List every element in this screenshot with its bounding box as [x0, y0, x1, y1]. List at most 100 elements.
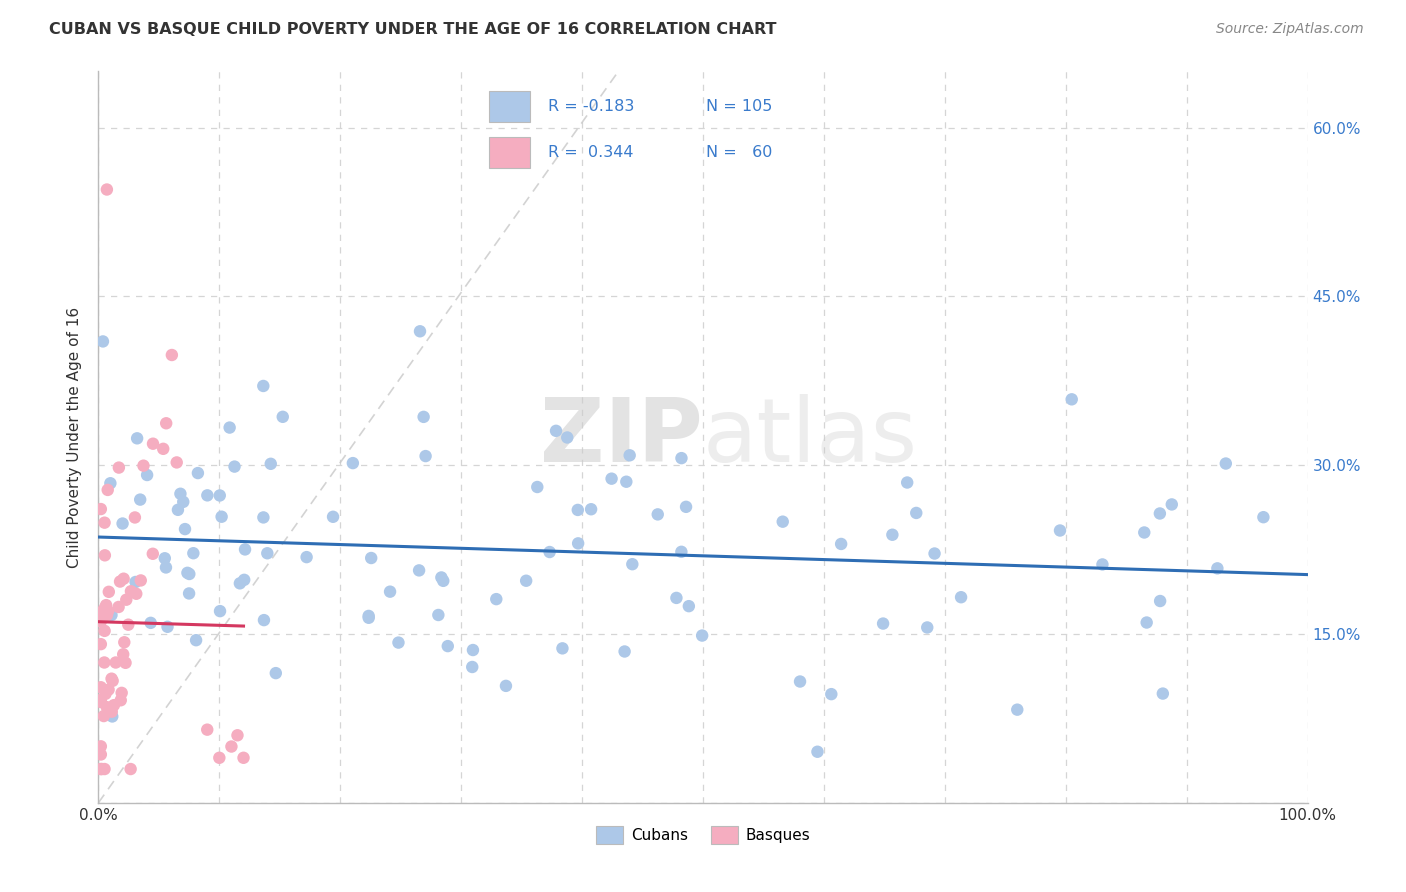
Point — [1091, 558, 1114, 572]
Point — [1060, 392, 1083, 407]
Text: Source: ZipAtlas.com: Source: ZipAtlas.com — [1216, 22, 1364, 37]
Point — [600, 472, 623, 486]
Point — [619, 448, 641, 462]
Point — [124, 574, 146, 589]
Point — [111, 686, 134, 700]
Legend: Cubans, Basques: Cubans, Basques — [589, 820, 817, 850]
Point — [129, 492, 152, 507]
Point — [195, 723, 218, 737]
Point — [112, 648, 135, 662]
Point — [110, 693, 132, 707]
Point — [96, 607, 118, 622]
Point — [461, 643, 484, 657]
Point — [232, 751, 254, 765]
Point — [93, 762, 115, 776]
Point — [357, 608, 380, 623]
Point — [208, 604, 231, 618]
Point — [91, 334, 114, 349]
Point — [253, 613, 276, 627]
Point — [90, 693, 112, 707]
Point — [184, 633, 207, 648]
Point — [155, 560, 177, 574]
Point — [94, 549, 117, 563]
Point — [94, 598, 117, 612]
Point — [94, 687, 117, 701]
Point — [789, 674, 811, 689]
Point — [1133, 525, 1156, 540]
Point — [153, 551, 176, 566]
Point — [125, 587, 148, 601]
Point — [427, 607, 450, 622]
Point — [93, 709, 115, 723]
Point — [260, 457, 283, 471]
Point — [101, 709, 124, 723]
Point — [218, 420, 240, 434]
Point — [1007, 703, 1029, 717]
Point — [412, 409, 434, 424]
Point — [142, 547, 165, 561]
Point — [183, 546, 205, 560]
Point — [111, 516, 134, 531]
Point — [94, 601, 117, 615]
Point — [93, 624, 115, 638]
Point — [671, 545, 693, 559]
Point — [187, 466, 209, 480]
Point — [167, 503, 190, 517]
Point — [152, 442, 174, 456]
Point — [579, 502, 602, 516]
Point — [100, 607, 122, 622]
Point — [872, 616, 894, 631]
Point — [115, 592, 138, 607]
Point — [1049, 524, 1071, 538]
Point — [1149, 507, 1171, 521]
Point — [108, 574, 131, 589]
Point — [179, 566, 201, 581]
Point — [430, 570, 453, 584]
Point — [772, 515, 794, 529]
Point — [93, 516, 115, 530]
Point — [120, 762, 142, 776]
Point — [90, 762, 112, 776]
Point — [678, 599, 700, 614]
Point — [271, 409, 294, 424]
Point — [378, 584, 401, 599]
Point — [100, 672, 122, 686]
Point — [176, 566, 198, 580]
Point — [177, 586, 200, 600]
Point — [830, 537, 852, 551]
Point — [100, 705, 122, 719]
Point — [621, 558, 644, 572]
Point — [526, 480, 548, 494]
Text: CUBAN VS BASQUE CHILD POVERTY UNDER THE AGE OF 16 CORRELATION CHART: CUBAN VS BASQUE CHILD POVERTY UNDER THE … — [49, 22, 776, 37]
Point — [90, 762, 112, 776]
Point — [538, 545, 561, 559]
Point — [896, 475, 918, 490]
Point — [139, 615, 162, 630]
Point — [103, 698, 125, 713]
Point — [90, 747, 112, 762]
Point — [211, 509, 233, 524]
Point — [806, 745, 828, 759]
Point — [160, 348, 183, 362]
Point — [1152, 687, 1174, 701]
Point — [515, 574, 537, 588]
Point — [461, 660, 484, 674]
Point — [120, 584, 142, 599]
Point — [233, 573, 256, 587]
Point — [166, 455, 188, 469]
Point — [1253, 510, 1275, 524]
Text: atlas: atlas — [703, 393, 918, 481]
Point — [1149, 594, 1171, 608]
Point — [387, 635, 409, 649]
Point — [613, 644, 636, 658]
Point — [100, 476, 122, 491]
Point — [229, 576, 252, 591]
Point — [322, 509, 344, 524]
Point — [155, 417, 177, 431]
Point — [436, 639, 458, 653]
Point — [614, 475, 637, 489]
Point — [360, 551, 382, 566]
Point — [252, 510, 274, 524]
Point — [90, 739, 112, 754]
Point — [408, 563, 430, 577]
